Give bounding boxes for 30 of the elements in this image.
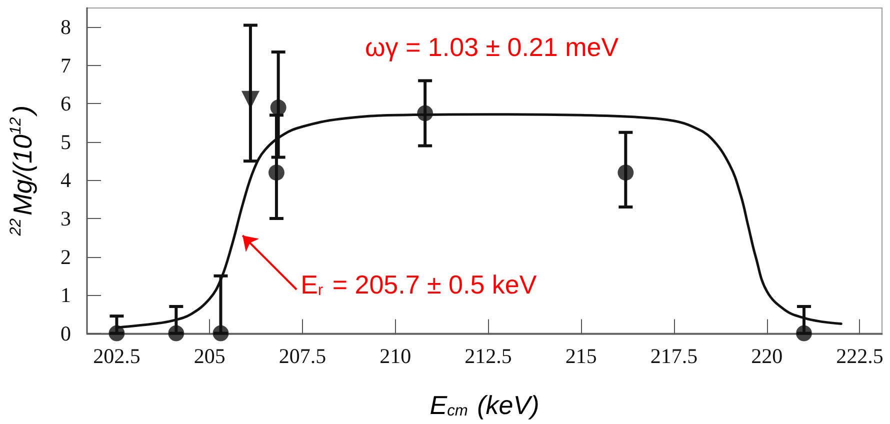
point [417,105,434,122]
y-tick-label: 8 [60,15,71,40]
point [168,325,184,342]
y-tick-label: 3 [60,206,71,230]
annotation: Er = 205.7 ± 0.5 keV [300,270,538,300]
x-tick-label: 215 [565,344,597,368]
x-tick-label: 202.5 [93,344,140,368]
y-axis-title: 22Mg/(1012) [8,106,38,237]
point [270,100,286,116]
y-tick-label: 1 [60,283,71,308]
point [796,325,812,342]
x-tick-label: 220 [751,344,783,368]
y-tick-label: 5 [60,130,71,154]
annotation: ωγ = 1.03 ± 0.21 meV [365,32,620,62]
x-tick-label: 217.5 [650,344,698,368]
x-tick-label: 222.5 [836,344,884,368]
point [268,164,284,181]
y-tick-label: 0 [60,321,71,346]
x-tick-label: 207.5 [278,344,326,368]
y-tick-label: 4 [60,168,72,192]
y-tick-label: 7 [60,53,71,78]
y-tick-label: 2 [60,244,71,269]
point [618,164,634,181]
x-axis-title: Ecm (keV) [430,390,540,420]
point [212,325,229,342]
point [108,325,125,342]
y-tick-label: 6 [60,92,71,116]
x-tick-label: 210 [380,344,412,368]
x-tick-label: 212.5 [464,344,512,368]
x-tick-label: 205 [194,344,226,368]
